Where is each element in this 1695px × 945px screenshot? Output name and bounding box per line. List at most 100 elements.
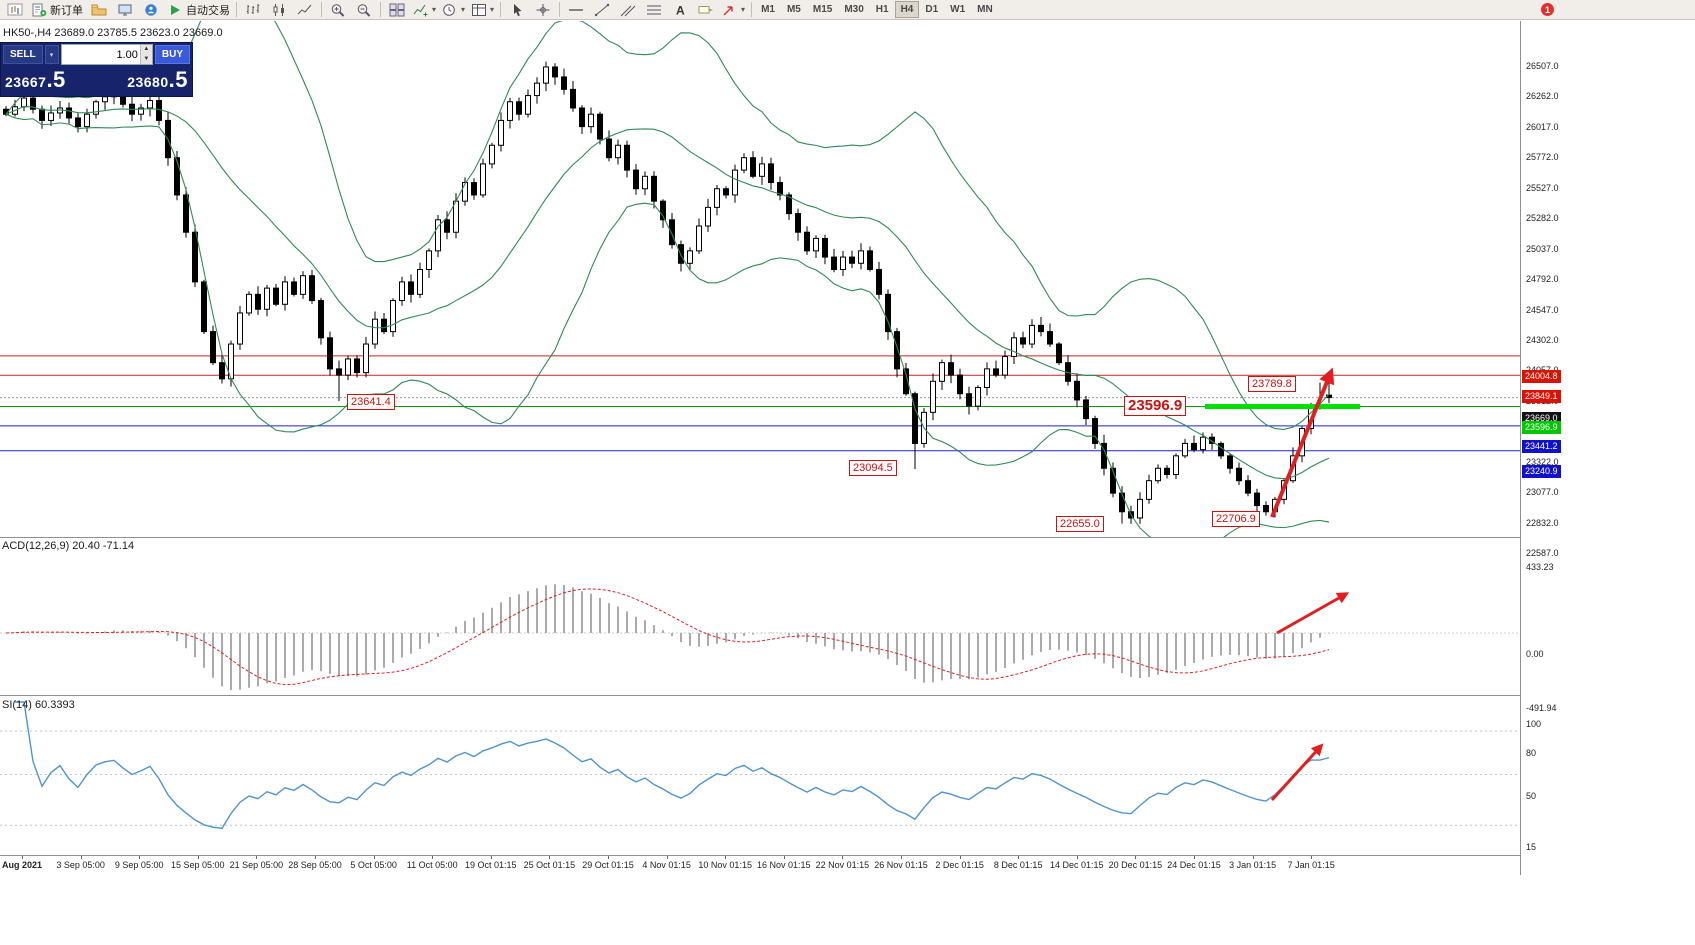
layouts-button[interactable] <box>112 0 138 20</box>
folder-icon <box>91 4 107 15</box>
tile-windows-icon <box>389 3 405 16</box>
volume-input[interactable] <box>61 45 140 64</box>
price-annotation[interactable]: 22706.9 <box>1212 511 1260 527</box>
price-annotation[interactable]: 23596.9 <box>1124 396 1187 416</box>
time-axis-label: 3 Jan 01:15 <box>1229 860 1277 870</box>
sell-price[interactable]: 23667.5 <box>5 67 66 92</box>
timeframe-button-M5[interactable]: M5 <box>786 4 801 15</box>
horizontal-line-icon <box>569 8 584 11</box>
timeframe-button-M1[interactable]: M1 <box>761 4 775 15</box>
volume-dropdown-button[interactable]: ▾ <box>44 45 59 64</box>
timeframe-button-H1[interactable]: H1 <box>875 4 889 15</box>
time-axis-label: 21 Sep 05:00 <box>229 860 284 870</box>
axis-price-label: 22832.0 <box>1526 517 1559 528</box>
templates-button[interactable]: ▾ <box>468 0 497 20</box>
timeframe-button-M30[interactable]: M30 <box>844 4 864 15</box>
time-axis-label: 11 Oct 05:00 <box>406 860 458 870</box>
fibonacci-tool-button[interactable] <box>641 0 667 20</box>
new-order-button[interactable]: 新订单 <box>28 0 86 20</box>
auto-trading-button[interactable]: 自动交易 <box>164 0 233 20</box>
text-icon: A <box>676 3 685 17</box>
time-axis[interactable]: Aug 2021 3 Sep 05:00 9 Sep 05:00 15 Sep 05:… <box>0 856 1520 875</box>
timeframe-bar: M1 M5 M15 M30 H1 H4 D1 W1 MN <box>755 1 999 18</box>
macd-axis-max: 433.23 <box>1526 562 1554 572</box>
time-axis-label: 25 Oct 01:15 <box>523 860 576 870</box>
price-annotation[interactable]: 23641.4 <box>347 394 395 410</box>
bar-chart-button[interactable] <box>240 0 266 20</box>
dropdown-caret-icon: ▾ <box>461 4 466 14</box>
time-axis-border <box>0 855 1695 856</box>
tile-windows-button[interactable] <box>384 0 410 20</box>
axis-price-label: 23322.0 <box>1526 456 1559 467</box>
axis-price-label: 26262.0 <box>1526 91 1559 102</box>
cursor-tool-button[interactable] <box>504 0 530 20</box>
volume-control: ▲ ▼ <box>60 44 153 65</box>
sell-button[interactable]: SELL <box>3 45 43 64</box>
time-axis-tick <box>373 856 375 859</box>
time-axis-label: 26 Nov 01:15 <box>874 860 928 870</box>
svg-text:A: A <box>676 3 685 17</box>
files-button[interactable] <box>86 0 112 20</box>
axis-price-tag: 23849.1 <box>1522 389 1561 403</box>
time-axis-tick <box>725 856 727 859</box>
volume-down-button[interactable]: ▼ <box>140 54 152 64</box>
axis-price-label: 25037.0 <box>1526 243 1559 254</box>
time-axis-label: 5 Oct 05:00 <box>350 860 397 870</box>
horizontal-line-tool-button[interactable] <box>563 0 589 20</box>
panel-splitter[interactable] <box>0 537 1695 538</box>
macd-indicator-chart[interactable] <box>0 538 1520 695</box>
time-axis-tick <box>80 856 82 859</box>
time-axis-tick <box>842 856 844 859</box>
periods-button[interactable]: ▾ <box>439 0 468 20</box>
time-axis-label: 10 Nov 01:15 <box>698 860 752 870</box>
price-annotation[interactable]: 23789.8 <box>1248 376 1296 392</box>
timeframe-button-M15[interactable]: M15 <box>812 4 833 15</box>
crosshair-tool-button[interactable] <box>530 0 556 20</box>
zoom-in-button[interactable] <box>325 0 351 20</box>
rsi-axis-15: 15 <box>1526 842 1537 852</box>
time-axis-label: 2 Dec 01:15 <box>935 860 984 870</box>
timeframe-button-MN[interactable]: MN <box>977 4 993 15</box>
indicators-button[interactable]: ▾ <box>410 0 439 20</box>
volume-up-button[interactable]: ▲ <box>140 45 152 55</box>
community-button[interactable] <box>138 0 164 20</box>
volume-spinner: ▲ ▼ <box>139 45 152 64</box>
macd-label: ACD(12,26,9) 20.40 -71.14 <box>2 540 135 552</box>
time-axis-tick <box>959 856 961 859</box>
candlestick-icon <box>273 3 284 16</box>
text-tool-button[interactable]: A <box>667 0 693 20</box>
time-axis-tick <box>666 856 668 859</box>
timeframe-button-H4[interactable]: H4 <box>894 1 920 18</box>
rsi-axis-80: 80 <box>1526 748 1537 758</box>
trendline-icon <box>594 3 610 16</box>
price-axis[interactable]: 433.23 0.00 -491.94 100 80 50 15 22587.0… <box>1520 21 1695 875</box>
zoom-out-button[interactable] <box>351 0 377 20</box>
notification-badge[interactable]: 1 <box>1541 3 1554 16</box>
time-axis-tick <box>139 856 141 859</box>
price-annotation[interactable]: 22655.0 <box>1056 516 1104 532</box>
time-axis-tick <box>256 856 258 859</box>
axis-price-label: 24792.0 <box>1526 274 1559 285</box>
timeframe-button-D1[interactable]: D1 <box>925 4 939 15</box>
trendline-tool-button[interactable] <box>589 0 615 20</box>
channel-tool-button[interactable] <box>615 0 641 20</box>
time-axis-label: 8 Dec 01:15 <box>993 860 1043 870</box>
buy-price[interactable]: 23680.5 <box>127 67 188 92</box>
dropdown-caret-icon: ▾ <box>741 4 746 14</box>
arrows-tool-button[interactable]: ▾ <box>719 0 748 20</box>
panel-splitter[interactable] <box>0 695 1695 696</box>
time-axis-tick <box>608 856 609 859</box>
price-annotation[interactable]: 23094.5 <box>849 460 897 476</box>
line-chart-button[interactable] <box>292 0 318 20</box>
text-label-tool-button[interactable] <box>693 0 719 20</box>
time-axis-label: Aug 2021 <box>1 860 43 870</box>
timeframe-button-W1[interactable]: W1 <box>950 4 966 15</box>
text-label-icon <box>698 5 714 13</box>
dropdown-caret-icon: ▾ <box>490 4 495 14</box>
buy-button[interactable]: BUY <box>154 45 190 64</box>
main-candlestick-chart[interactable] <box>0 21 1520 538</box>
axis-price-label: 26017.0 <box>1526 121 1559 132</box>
axis-price-label: 24547.0 <box>1526 304 1559 315</box>
candlestick-chart-button[interactable] <box>266 0 292 20</box>
rsi-indicator-chart[interactable] <box>0 696 1520 855</box>
